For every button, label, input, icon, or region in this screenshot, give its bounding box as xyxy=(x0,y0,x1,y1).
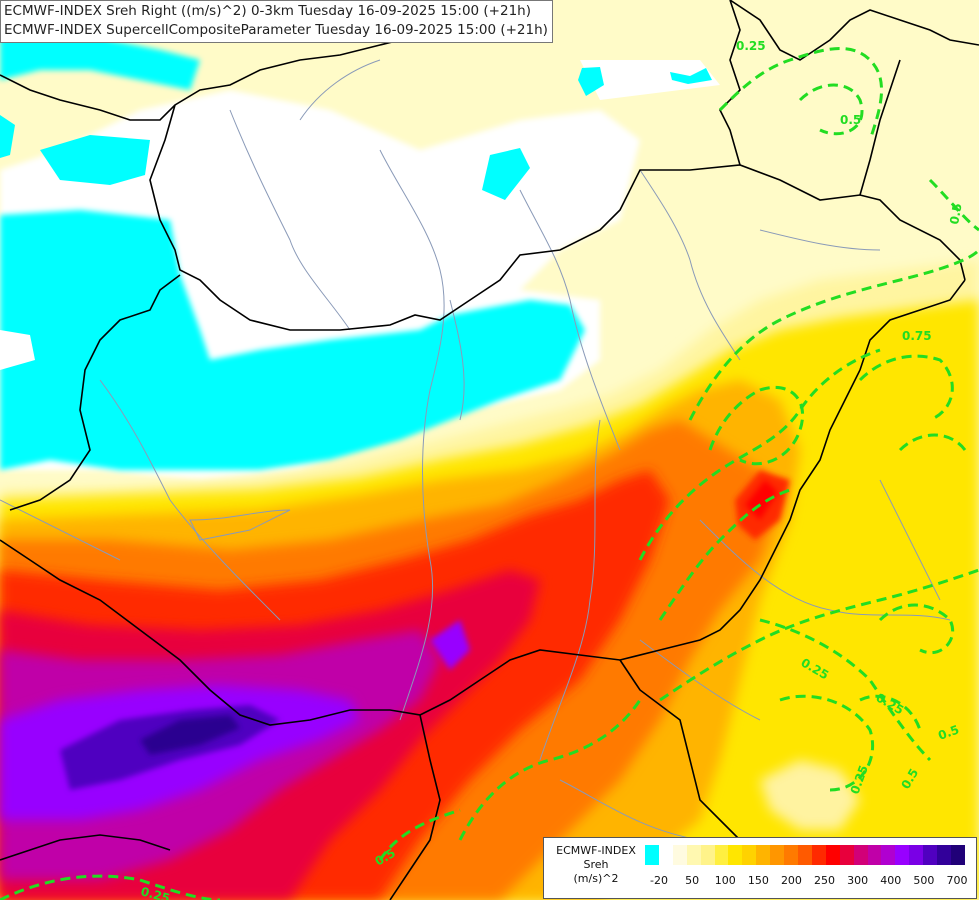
contour-label: 0.75 xyxy=(902,329,932,343)
legend-title-line-1: ECMWF-INDEX xyxy=(556,844,636,857)
legend-swatch xyxy=(895,845,910,865)
legend-swatches xyxy=(645,845,965,865)
contour-label: 0.5 xyxy=(840,113,861,127)
color-legend: ECMWF-INDEX Sreh (m/s)^2 -20 50 100 150 200 2… xyxy=(543,837,977,899)
legend-swatch xyxy=(923,845,938,865)
legend-swatch xyxy=(658,845,673,865)
legend-tick-label: 700 xyxy=(946,874,968,887)
legend-swatch xyxy=(784,845,798,865)
contour-label: 0.5 xyxy=(947,202,964,225)
legend-title-line-2: Sreh xyxy=(583,858,609,871)
legend-tick-label: 400 xyxy=(880,874,902,887)
legend-tick-label: 100 xyxy=(714,874,736,887)
legend-swatch xyxy=(645,845,659,865)
legend-swatch xyxy=(853,845,868,865)
legend-swatch xyxy=(937,845,951,865)
legend-tick-label: 200 xyxy=(780,874,802,887)
legend-tick-label: 300 xyxy=(847,874,869,887)
legend-tick-label: 500 xyxy=(913,874,935,887)
legend-swatch xyxy=(867,845,882,865)
legend-swatch xyxy=(686,845,701,865)
legend-swatch xyxy=(811,845,826,865)
legend-swatch xyxy=(672,845,687,865)
map-title-box: ECMWF-INDEX Sreh Right ((m/s)^2) 0-3km T… xyxy=(0,0,553,43)
legend-title: ECMWF-INDEX Sreh (m/s)^2 xyxy=(550,844,642,886)
map-title-line-2: ECMWF-INDEX SupercellCompositeParameter … xyxy=(4,22,548,38)
legend-swatch xyxy=(881,845,896,865)
legend-swatch xyxy=(756,845,771,865)
legend-title-line-3: (m/s)^2 xyxy=(573,872,619,885)
legend-swatch xyxy=(728,845,743,865)
legend-swatch xyxy=(950,845,965,865)
legend-swatch xyxy=(714,845,729,865)
rivers xyxy=(0,59,951,841)
legend-swatch xyxy=(742,845,757,865)
legend-tick-label: 150 xyxy=(747,874,769,887)
legend-swatch xyxy=(825,845,840,865)
legend-swatch xyxy=(909,845,924,865)
scp-contours xyxy=(0,46,979,900)
contour-label: 0.25 xyxy=(736,39,766,53)
contour-label: 0.5 xyxy=(936,722,961,742)
legend-swatch xyxy=(797,845,812,865)
legend-tick-label: 50 xyxy=(685,874,700,887)
legend-ticks: -20 50 100 150 200 250 300 400 500 700 xyxy=(645,874,969,888)
legend-swatch xyxy=(770,845,785,865)
legend-swatch xyxy=(839,845,854,865)
legend-tick-label: -20 xyxy=(650,874,668,887)
legend-swatch xyxy=(700,845,715,865)
map-title-line-1: ECMWF-INDEX Sreh Right ((m/s)^2) 0-3km T… xyxy=(4,3,531,19)
legend-tick-label: 250 xyxy=(814,874,836,887)
